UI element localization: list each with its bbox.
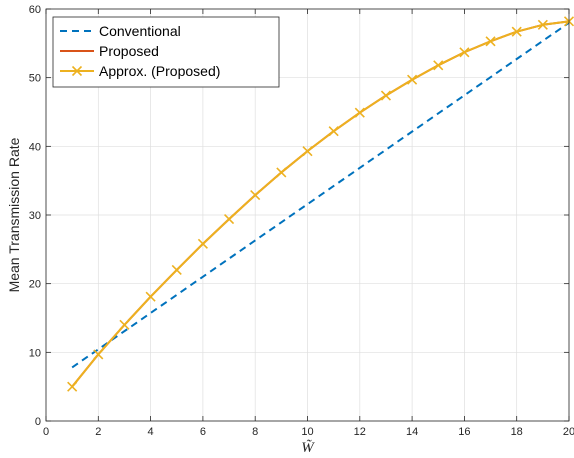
data-point-marker <box>537 19 548 30</box>
data-point-marker <box>171 264 182 275</box>
x-tick-label: 14 <box>406 426 418 438</box>
x-tick-label: 8 <box>252 426 258 438</box>
data-point-marker <box>433 60 444 71</box>
y-tick-label: 60 <box>29 4 41 16</box>
data-point-marker <box>407 74 418 85</box>
data-point-marker <box>93 349 104 360</box>
data-point-marker <box>223 214 235 225</box>
x-tick-label: 2 <box>95 426 101 438</box>
data-point-marker <box>485 36 496 47</box>
data-point-marker <box>250 190 261 201</box>
data-point-marker <box>328 126 339 137</box>
x-tick-label: 4 <box>148 426 154 438</box>
y-tick-label: 50 <box>29 73 41 85</box>
x-tick-label: 16 <box>458 426 470 438</box>
series-line-conventional <box>71 21 570 369</box>
x-tick-label: 12 <box>354 426 366 438</box>
y-axis-label: Mean Transmission Rate <box>6 137 22 292</box>
data-point-marker <box>67 381 78 392</box>
y-tick-label: 10 <box>29 347 41 359</box>
data-point-marker <box>380 90 392 101</box>
legend-entry: Conventional <box>60 23 181 39</box>
y-tick-label: 20 <box>29 279 41 291</box>
legend: Conventional Proposed Approx. (Proposed) <box>52 16 280 88</box>
series-layer <box>67 16 574 392</box>
legend-label: Approx. (Proposed) <box>99 63 220 79</box>
legend-entry: Approx. (Proposed) <box>60 63 220 79</box>
x-axis-label: W̃ <box>301 440 315 456</box>
x-tick-label: 10 <box>301 426 313 438</box>
x-tick-label: 18 <box>511 426 523 438</box>
legend-label: Proposed <box>99 43 159 59</box>
y-tick-label: 30 <box>29 210 41 222</box>
x-tick-label: 0 <box>43 426 49 438</box>
data-point-marker <box>511 26 522 37</box>
legend-label: Conventional <box>99 23 181 39</box>
data-point-marker <box>197 238 208 249</box>
axis-ticks: 0 2 4 6 8 10 12 14 16 18 20 0 10 20 30 40 50 60 <box>29 4 574 438</box>
data-point-marker <box>354 107 365 118</box>
data-point-marker <box>276 167 287 178</box>
data-point-marker <box>302 146 313 157</box>
data-point-marker <box>145 291 156 302</box>
x-tick-label: 20 <box>563 426 574 438</box>
legend-marker <box>71 65 83 77</box>
data-point-marker <box>119 319 130 330</box>
y-tick-label: 0 <box>35 416 41 428</box>
y-tick-label: 40 <box>29 141 41 153</box>
x-tick-label: 6 <box>200 426 206 438</box>
legend-entry: Proposed <box>60 43 159 59</box>
data-point-marker <box>459 47 470 58</box>
